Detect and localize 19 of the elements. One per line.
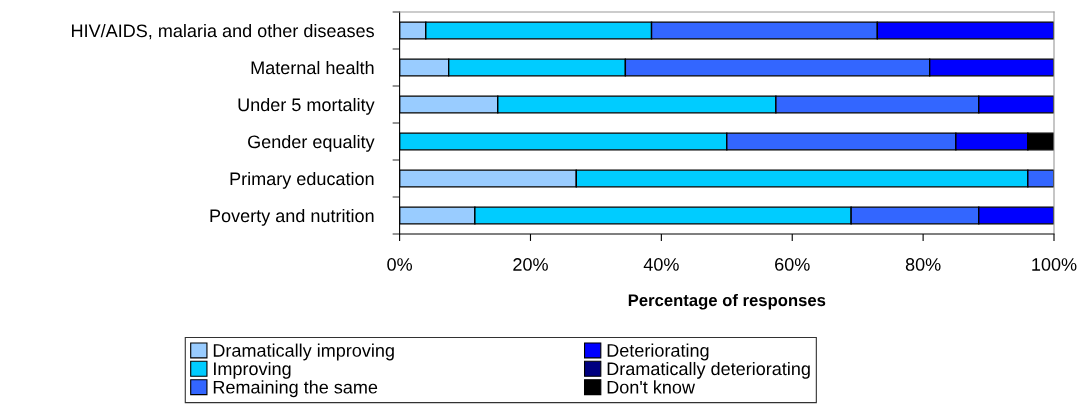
legend-label: Dramatically deteriorating [607, 361, 810, 379]
y-tick-label: HIV/AIDS, malaria and other diseases [72, 23, 374, 40]
legend-label: Remaining the same [213, 380, 378, 398]
legend-label: Dramatically improving [213, 343, 394, 361]
legend-label: Don't know [607, 380, 696, 394]
legend-label: Improving [214, 361, 291, 379]
x-tick-label: 0% [387, 258, 413, 271]
y-tick-label: Maternal health [251, 60, 374, 75]
x-axis-title: Percentage of responses [628, 293, 826, 310]
y-tick-label: Poverty and nutrition [210, 208, 374, 226]
x-tick-label: 20% [513, 258, 548, 271]
x-tick-label: 80% [905, 258, 941, 271]
x-tick-label: 100% [1032, 258, 1077, 271]
y-tick-label: Primary education [230, 171, 374, 189]
y-tick-label: Under 5 mortality [238, 97, 375, 115]
x-tick-label: 40% [643, 258, 679, 271]
legend-label: Deteriorating [607, 343, 709, 361]
y-tick-label: Gender equality [248, 134, 375, 152]
x-tick-label: 60% [775, 258, 810, 271]
